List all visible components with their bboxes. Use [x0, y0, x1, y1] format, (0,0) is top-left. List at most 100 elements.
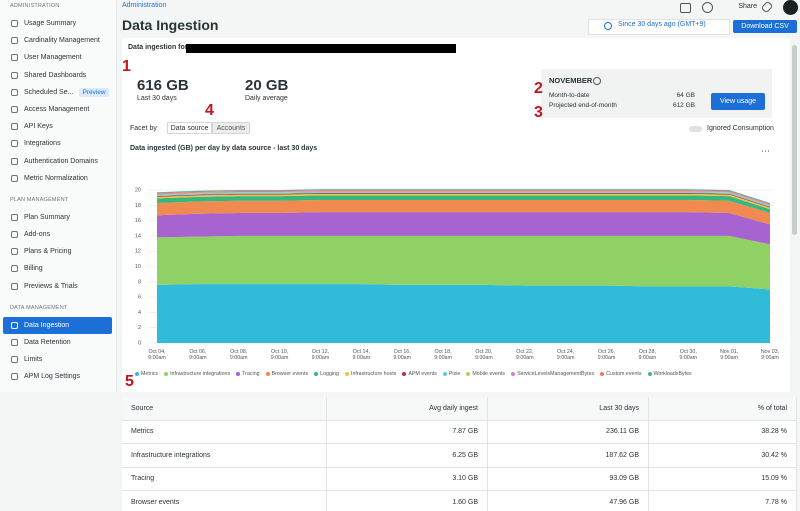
nav-label: APM Log Settings	[24, 373, 81, 381]
legend-item[interactable]: Metrics	[135, 371, 158, 377]
legend-item[interactable]: Browser events	[265, 371, 309, 377]
y-tick-label: 6	[138, 295, 141, 301]
nav-item[interactable]: Authentication Domains	[3, 153, 112, 170]
area	[157, 190, 770, 206]
legend-item[interactable]: Infrastructure hosts	[344, 371, 397, 377]
legend-label: Logging	[320, 371, 339, 377]
x-tick-label: Oct 10, 9:00am	[270, 349, 289, 361]
legend-item[interactable]: Custom events	[600, 371, 642, 377]
assistant-icon[interactable]	[783, 0, 798, 15]
chart-menu[interactable]: ⋯	[761, 146, 770, 156]
legend-item[interactable]: APM events	[402, 371, 437, 377]
nav-item[interactable]: Billing	[3, 260, 112, 277]
nav-icon	[11, 157, 18, 165]
legend-item[interactable]: WorkloadsBytes	[647, 371, 692, 377]
legend-dot	[600, 371, 605, 376]
facet-option[interactable]: Accounts	[212, 122, 250, 134]
nav-label: User Management	[24, 54, 82, 62]
stat-value: 616 GB	[137, 77, 189, 94]
nav-item[interactable]: APM Log Settings	[3, 368, 112, 385]
nav-item[interactable]: Data Retention	[3, 334, 112, 351]
y-tick-label: 2	[138, 325, 141, 331]
nav-icon	[11, 71, 18, 79]
annotation: 1	[122, 58, 131, 75]
table-row: Tracing 3.10 GB 93.09 GB 15.09 %	[122, 467, 797, 491]
nav-icon	[11, 105, 18, 113]
legend-label: Browser events	[271, 371, 309, 377]
month-title: NOVEMBER	[549, 76, 593, 85]
legend-dot	[466, 371, 471, 376]
table-cell: 7.87 GB	[326, 420, 488, 444]
toggle[interactable]	[689, 126, 702, 132]
nav-label: Access Management	[24, 105, 90, 113]
nav-item[interactable]: Scheduled Se... Preview	[3, 84, 112, 101]
nav-item[interactable]: Plans & Pricing	[3, 243, 112, 260]
legend-item[interactable]: Infrastructure integrations	[164, 371, 230, 377]
x-tick-label: Oct 28, 9:00am	[638, 349, 657, 361]
feedback-icon[interactable]	[680, 3, 691, 13]
time-picker[interactable]	[588, 19, 730, 35]
legend-label: Infrastructure integrations	[170, 371, 231, 377]
legend-label: Infrastructure hosts	[350, 371, 397, 377]
nav-icon	[11, 321, 18, 329]
download-button[interactable]: Download CSV	[733, 20, 797, 33]
y-tick-label: 16	[135, 218, 141, 224]
nav-item[interactable]: Access Management	[3, 101, 112, 118]
badge: Preview	[79, 87, 109, 97]
area	[157, 212, 770, 245]
time-range[interactable]: Since 30 days ago (GMT+9)	[618, 21, 706, 28]
table-cell: 38.28 %	[648, 420, 797, 444]
nav-item[interactable]: API Keys	[3, 118, 112, 135]
x-tick-label: Nov 01, 9:00am	[719, 349, 739, 361]
nav-item[interactable]: Plan Summary	[3, 209, 112, 226]
nav-item[interactable]: Previews & Trials	[3, 278, 112, 295]
nav-label: Data Retention	[24, 339, 71, 346]
nav-item[interactable]: Limits	[3, 351, 112, 368]
nav-label: API Keys	[24, 123, 53, 131]
nav-item[interactable]: Metric Normalization	[3, 170, 112, 187]
nav-item[interactable]: User Management	[3, 49, 112, 66]
table-cell: Tracing	[122, 467, 327, 491]
legend-dot	[511, 371, 516, 376]
legend-item[interactable]: ServiceLevelsManagementBytes	[511, 371, 594, 377]
area	[157, 192, 770, 207]
table-cell: 187.62 GB	[487, 443, 649, 468]
view-usage-button[interactable]: View usage	[711, 93, 765, 110]
nav-item[interactable]: Integrations	[3, 135, 112, 152]
nav-item[interactable]: Add-ons	[3, 226, 112, 243]
facet-option[interactable]: Data source	[167, 122, 212, 134]
legend-item[interactable]: Mobile events	[466, 371, 505, 377]
nav-label: Data Ingestion	[24, 321, 70, 329]
legend-dot	[164, 371, 169, 376]
area	[157, 191, 770, 207]
nav-icon	[11, 373, 18, 381]
info-icon	[593, 77, 601, 85]
table-cell: 30.42 %	[648, 443, 797, 468]
y-tick-label: 8	[138, 279, 141, 285]
table-row: Browser events 1.60 GB 47.96 GB 7.78 %	[122, 490, 797, 511]
table-cell: 47.96 GB	[487, 490, 649, 511]
ingestion-heading: Data ingestion for	[128, 44, 188, 51]
breadcrumb[interactable]: Administration	[122, 2, 167, 9]
nav-item[interactable]: Cardinality Management	[3, 32, 112, 49]
table-row: Infrastructure integrations 6.25 GB 187.62…	[122, 443, 797, 468]
nav-icon	[11, 265, 18, 273]
legend-item[interactable]: Pixie	[442, 371, 460, 377]
legend-item[interactable]: Logging	[314, 371, 339, 377]
y-tick-label: 18	[135, 203, 141, 209]
nav-item[interactable]: Data Ingestion	[3, 316, 112, 334]
table-cell: 93.09 GB	[487, 467, 649, 491]
share-button[interactable]: Share	[738, 3, 757, 10]
month-row-label: Projected end-of-month	[549, 102, 617, 109]
table-cell: Metrics	[122, 420, 327, 444]
nav-icon	[11, 231, 18, 239]
nav-icon	[11, 140, 18, 148]
nav-item[interactable]: Usage Summary	[3, 15, 112, 32]
table-cell: 236.11 GB	[487, 420, 649, 444]
help-icon[interactable]	[702, 2, 713, 13]
nav-label: Usage Summary	[24, 20, 77, 27]
toggle-label: Ignored Consumption	[707, 125, 774, 132]
legend-item[interactable]: Tracing	[236, 371, 260, 377]
section-title: ADMINISTRATION	[10, 3, 60, 9]
nav-item[interactable]: Shared Dashboards	[3, 67, 112, 84]
